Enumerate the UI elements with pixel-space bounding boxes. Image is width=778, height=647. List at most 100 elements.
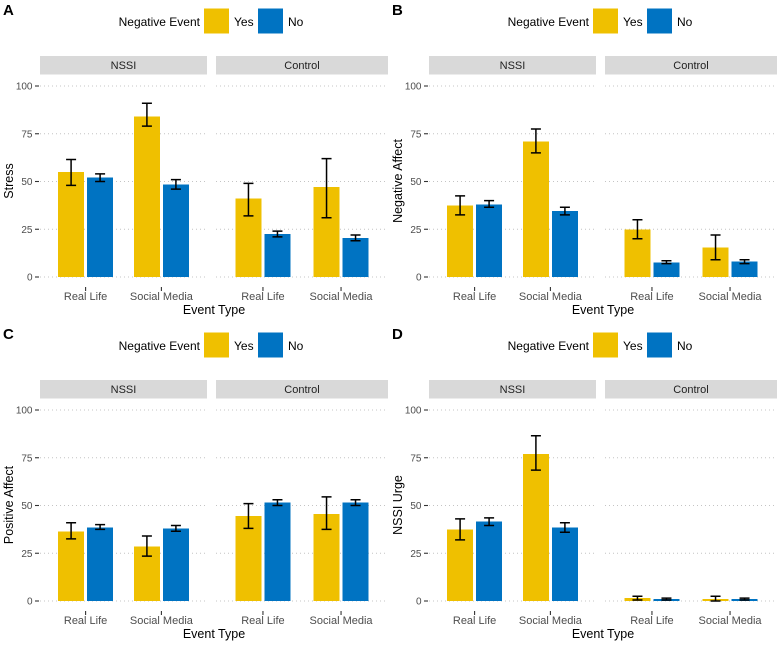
legend-title: Negative Event — [119, 339, 201, 353]
errorbar-yes-control-real-life — [632, 594, 643, 601]
bar-no-control-real-life — [653, 262, 680, 277]
errorbar-yes-nssi-social-media — [530, 128, 541, 154]
facet-strip-nssi — [429, 379, 596, 398]
errorbar-yes-control-social-media — [321, 495, 332, 530]
x-category-label-social-media: Social Media — [519, 291, 583, 303]
bar-no-nssi-real-life — [87, 526, 114, 601]
y-tick-label: 75 — [410, 453, 422, 464]
y-tick-label: 0 — [27, 596, 33, 607]
panel-letter: B — [392, 2, 403, 19]
errorbar-yes-control-social-media — [710, 594, 721, 602]
bar-no-nssi-social-media — [551, 526, 578, 601]
legend-swatch-no — [647, 332, 672, 357]
y-tick-label: 25 — [21, 225, 33, 236]
bar-no-nssi-real-life — [87, 177, 114, 277]
panel-letter: D — [392, 326, 403, 343]
errorbar-no-control-social-media — [350, 498, 361, 506]
y-tick-label: 75 — [21, 129, 33, 140]
errorbar-no-control-real-life — [272, 498, 283, 506]
facet-strip-label-nssi: NSSI — [111, 384, 137, 396]
errorbar-yes-nssi-social-media — [141, 534, 152, 557]
bar-no-nssi-social-media — [162, 184, 189, 277]
facet-strip-label-nssi: NSSI — [500, 60, 526, 72]
legend-label-no: No — [288, 339, 304, 353]
x-axis-title: Event Type — [183, 627, 245, 641]
x-category-label-real-life: Real Life — [453, 291, 496, 303]
bar-no-control-social-media — [342, 502, 369, 601]
y-tick-label: 75 — [21, 453, 33, 464]
y-tick-label: 50 — [21, 177, 33, 188]
x-category-label-real-life: Real Life — [64, 615, 107, 627]
errorbar-yes-nssi-social-media — [141, 102, 152, 127]
bar-yes-nssi-social-media — [522, 453, 549, 601]
legend-label-yes: Yes — [234, 15, 254, 29]
panel-a-stress: A Negative Event Yes No NSSI Control 0 25 50 75 10… — [2, 2, 388, 317]
x-category-label-social-media: Social Media — [130, 291, 194, 303]
x-category-label-social-media: Social Media — [699, 291, 763, 303]
y-axis-title: Stress — [2, 163, 16, 198]
facet-strip-label-control: Control — [673, 384, 708, 396]
y-tick-label: 100 — [405, 405, 422, 416]
bar-yes-nssi-real-life — [447, 205, 474, 277]
legend-label-no: No — [677, 339, 693, 353]
x-category-label-real-life: Real Life — [241, 291, 284, 303]
legend-title: Negative Event — [508, 15, 590, 29]
legend-label-yes: Yes — [234, 339, 254, 353]
errorbar-no-nssi-social-media — [559, 521, 570, 533]
x-axis-title: Event Type — [183, 303, 245, 317]
bar-no-control-social-media — [342, 237, 369, 277]
y-tick-label: 50 — [410, 501, 422, 512]
x-category-label-real-life: Real Life — [241, 615, 284, 627]
facet-strip-nssi — [429, 56, 596, 75]
legend-swatch-yes — [593, 8, 618, 34]
legend-label-yes: Yes — [623, 15, 643, 29]
facet-strip-label-control: Control — [284, 384, 319, 396]
y-tick-label: 50 — [410, 177, 422, 188]
errorbar-no-nssi-real-life — [484, 199, 495, 209]
errorbar-yes-nssi-real-life — [455, 517, 466, 541]
bar-yes-control-real-life — [235, 515, 262, 601]
errorbar-yes-control-social-media — [710, 234, 721, 261]
legend-swatch-yes — [204, 8, 229, 34]
bar-yes-nssi-real-life — [58, 530, 85, 601]
facet-strip-control — [216, 379, 388, 398]
y-tick-label: 50 — [21, 501, 33, 512]
panel-letter: A — [3, 2, 14, 19]
x-axis-title: Event Type — [572, 303, 634, 317]
errorbar-yes-nssi-real-life — [66, 158, 77, 187]
panel-letter: C — [3, 326, 14, 343]
y-axis-title: Negative Affect — [391, 139, 405, 223]
legend-swatch-yes — [204, 332, 229, 357]
x-axis-title: Event Type — [572, 627, 634, 641]
x-category-label-social-media: Social Media — [130, 615, 194, 627]
x-category-label-social-media: Social Media — [519, 615, 583, 627]
errorbar-no-control-social-media — [350, 234, 361, 242]
errorbar-yes-nssi-real-life — [455, 195, 466, 216]
y-tick-label: 25 — [410, 548, 422, 559]
y-tick-label: 100 — [16, 405, 33, 416]
errorbar-no-control-real-life — [661, 596, 672, 601]
errorbar-no-nssi-social-media — [170, 524, 181, 532]
errorbar-yes-control-real-life — [243, 502, 254, 529]
panel-d-nssi-urge: D Negative Event Yes No NSSI Control 0 25 50 75 10… — [391, 326, 777, 641]
bar-yes-nssi-real-life — [58, 171, 85, 277]
y-tick-label: 0 — [27, 273, 33, 284]
errorbar-yes-control-real-life — [243, 182, 254, 217]
errorbar-no-nssi-real-life — [95, 173, 106, 183]
y-tick-label: 100 — [16, 82, 33, 93]
errorbar-yes-control-social-media — [321, 157, 332, 219]
legend-label-no: No — [677, 15, 693, 29]
facet-strip-nssi — [40, 56, 207, 75]
errorbar-no-control-real-life — [661, 260, 672, 265]
bar-no-control-real-life — [264, 234, 291, 277]
facet-strip-label-nssi: NSSI — [111, 60, 137, 72]
bar-no-control-social-media — [731, 261, 758, 277]
x-category-label-real-life: Real Life — [64, 291, 107, 303]
legend-label-no: No — [288, 15, 304, 29]
errorbar-no-nssi-social-media — [170, 178, 181, 190]
facet-strip-control — [216, 56, 388, 75]
legend-label-yes: Yes — [623, 339, 643, 353]
bar-no-control-real-life — [264, 502, 291, 601]
errorbar-no-control-real-life — [272, 230, 283, 238]
